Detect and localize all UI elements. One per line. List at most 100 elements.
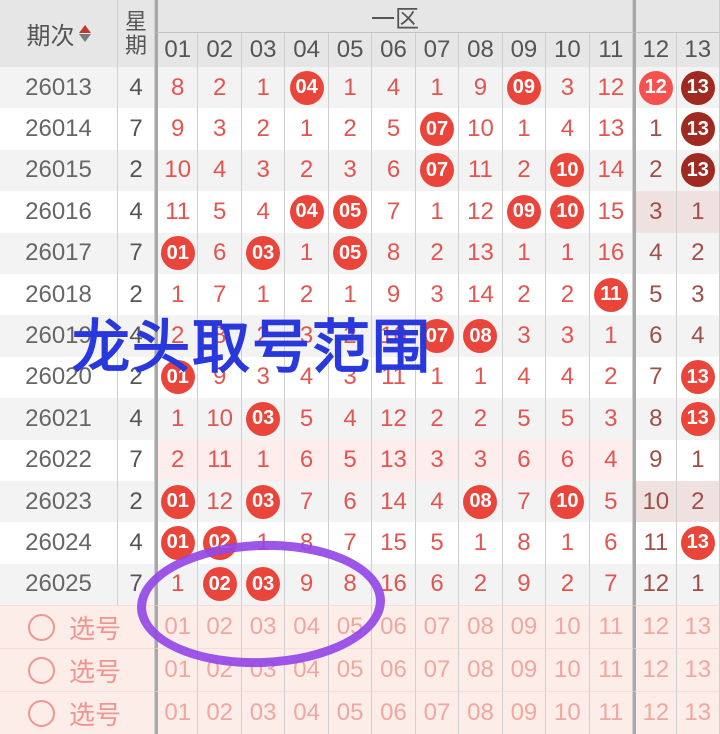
miss-count: 6 [604,528,618,556]
pick-number-cell[interactable]: 08 [459,605,503,649]
pick-number-cell[interactable]: 03 [241,605,286,649]
pick-number-cell[interactable]: 13 [676,605,720,649]
miss-count: 1 [299,115,314,143]
sort-desc-icon [78,34,91,42]
miss-count: 1 [691,570,705,598]
pick-number-cell[interactable]: 08 [459,648,503,692]
lottery-ball: 07 [419,112,454,147]
lottery-ball: 02 [202,525,237,560]
chart-cell: 1 [546,522,590,564]
lottery-ball: 01 [160,484,195,519]
miss-count: 9 [386,280,401,308]
pick-number-cell[interactable]: 12 [633,691,677,734]
pick-number-cell[interactable]: 09 [502,605,547,649]
pick-number-cell[interactable]: 04 [285,648,329,692]
lottery-ball: 08 [463,484,498,519]
pick-number-cell[interactable]: 05 [328,691,373,734]
lottery-ball: 10 [550,194,585,229]
miss-count: 5 [560,404,575,432]
pick-number-cell[interactable]: 03 [241,648,286,692]
pick-number-cell[interactable]: 05 [328,648,373,692]
pick-number-cell[interactable]: 07 [415,691,460,734]
pick-number-cell[interactable]: 07 [415,605,460,649]
pick-number-cell[interactable]: 12 [633,648,677,692]
period-column-header[interactable]: 期次 [0,0,118,67]
period-cell: 26023 [0,480,118,523]
miss-count: 8 [171,73,185,101]
pick-radio[interactable] [28,613,55,641]
pick-radio[interactable] [28,699,55,727]
miss-count: 2 [473,404,488,432]
pick-number-cell[interactable]: 02 [198,691,242,734]
chart-cell: 1 [285,232,329,274]
chart-cell: 4 [546,108,590,150]
pick-number-cell[interactable]: 08 [459,691,503,734]
zone-header-label: 一区 [371,5,420,33]
chart-cell: 16 [372,563,416,606]
week-cell: 2 [118,149,155,192]
pick-number-cell[interactable]: 04 [285,691,329,734]
pick-number-cell[interactable]: 07 [415,648,460,692]
pick-number-cell[interactable]: 05 [328,605,373,649]
column-header-11: 11 [589,33,634,67]
pick-number-cell[interactable]: 06 [372,648,416,692]
pick-number-cell[interactable]: 03 [241,691,286,734]
miss-count: 1 [171,404,185,432]
lottery-ball: 03 [246,236,281,271]
pick-number-cell[interactable]: 10 [546,648,590,692]
miss-count: 3 [343,156,357,184]
lottery-ball: 13 [680,70,715,105]
chart-cell: 14 [589,149,634,192]
pick-number-cell[interactable]: 13 [676,648,720,692]
miss-count: 1 [560,239,575,267]
chart-cell-ball: 10 [546,149,590,192]
chart-cell: 13 [589,108,634,150]
pick-number-cell[interactable]: 02 [198,605,242,649]
chart-cell: 3 [415,273,460,316]
chart-cell: 1 [241,439,286,481]
pick-number-cell[interactable]: 06 [372,691,416,734]
chart-cell: 8 [285,522,329,564]
pick-row-label[interactable]: 选号 [0,648,155,692]
chart-cell-ball: 03 [241,232,286,274]
miss-count: 3 [256,363,270,391]
pick-number-cell[interactable]: 02 [198,648,242,692]
pick-number-cell[interactable]: 12 [633,605,677,649]
sort-icon[interactable] [78,25,91,42]
pick-radio[interactable] [28,656,55,684]
pick-number-cell[interactable]: 10 [546,691,590,734]
pick-number-cell[interactable]: 01 [155,648,199,692]
chart-cell-ball: 08 [459,315,503,357]
pick-number-cell[interactable]: 09 [502,691,547,734]
chart-cell: 4 [328,398,373,440]
miss-count: 9 [299,570,314,598]
miss-count: 1 [256,446,270,474]
chart-cell: 1 [241,67,286,109]
week-header-label: 星 期 [124,9,147,58]
pick-row-label[interactable]: 选号 [0,691,155,734]
miss-count: 1 [256,528,270,556]
pick-number-cell[interactable]: 01 [155,691,199,734]
pick-number-cell[interactable]: 11 [589,605,634,649]
miss-count: 2 [473,570,488,598]
miss-count: 3 [343,363,357,391]
pick-number-cell[interactable]: 04 [285,605,329,649]
chart-cell-ball: 13 [676,398,720,440]
miss-count: 9 [171,115,185,143]
pick-row-label[interactable]: 选号 [0,605,155,649]
miss-count: 9 [517,570,531,598]
pick-number-cell[interactable]: 09 [502,648,547,692]
pick-number-cell[interactable]: 11 [589,648,634,692]
pick-number-cell[interactable]: 13 [676,691,720,734]
pick-number-cell[interactable]: 10 [546,605,590,649]
chart-cell: 5 [285,398,329,440]
chart-cell: 2 [633,149,677,192]
miss-count: 14 [597,156,625,184]
chart-cell-ball: 13 [676,522,720,564]
pick-number-cell[interactable]: 01 [155,605,199,649]
pick-number-cell[interactable]: 06 [372,605,416,649]
miss-count: 5 [517,404,531,432]
miss-count: 6 [386,156,401,184]
pick-number-cell[interactable]: 11 [589,691,634,734]
miss-count: 3 [473,446,488,474]
